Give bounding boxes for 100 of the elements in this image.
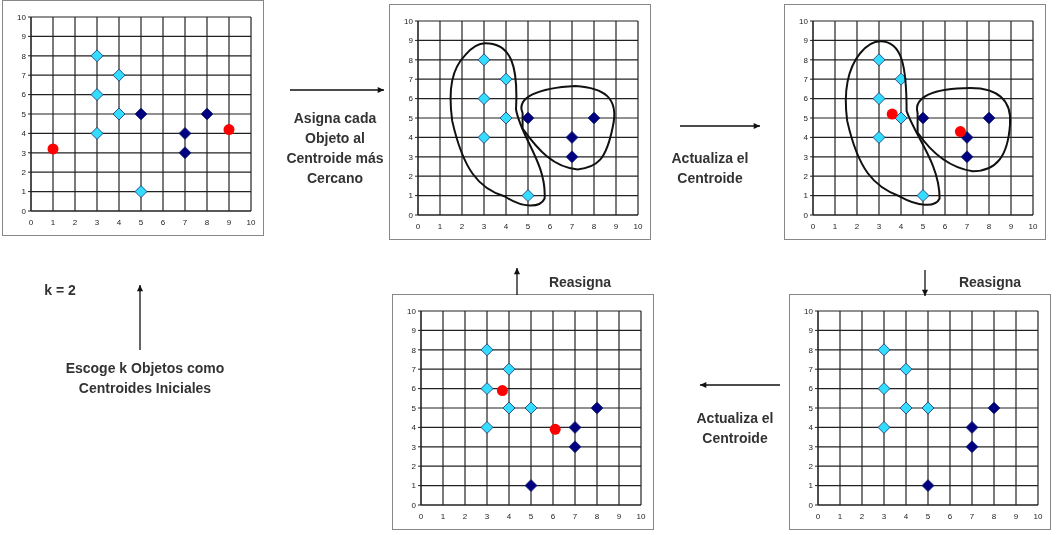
text: k = 2 — [43, 281, 77, 300]
x-tick-label: 7 — [182, 217, 188, 227]
x-tick-label: 1 — [837, 511, 843, 521]
x-tick-label: 8 — [991, 511, 997, 521]
x-tick-label: 9 — [1013, 511, 1019, 521]
y-tick-label: 1 — [21, 187, 27, 197]
x-tick-label: 6 — [947, 511, 953, 521]
x-tick-label: 6 — [547, 221, 553, 231]
point — [90, 88, 104, 101]
point — [587, 111, 601, 125]
point — [47, 143, 59, 155]
point — [565, 150, 579, 164]
y-tick-label: 5 — [803, 113, 809, 123]
point — [521, 111, 535, 125]
point — [112, 68, 126, 82]
x-tick-label: 5 — [528, 511, 534, 521]
point — [872, 92, 886, 105]
x-tick-label: 3 — [484, 511, 490, 521]
y-tick-label: 8 — [21, 51, 27, 61]
x-tick-label: 1 — [437, 221, 443, 231]
x-tick-label: 3 — [876, 221, 882, 231]
x-tick-label: 9 — [226, 217, 232, 227]
y-tick-label: 7 — [808, 365, 814, 375]
x-tick-label: 5 — [920, 221, 926, 231]
y-tick-label: 0 — [411, 500, 417, 510]
y-tick-label: 6 — [408, 94, 414, 104]
point — [921, 401, 935, 415]
y-tick-label: 5 — [21, 109, 27, 119]
x-tick-label: 2 — [462, 511, 468, 521]
x-tick-label: 7 — [572, 511, 578, 521]
text: Reasigna — [957, 273, 1023, 292]
point — [965, 440, 979, 454]
point — [502, 362, 516, 376]
x-tick-label: 10 — [636, 511, 646, 521]
y-tick-label: 4 — [408, 133, 414, 143]
x-tick-label: 9 — [1008, 221, 1014, 231]
x-tick-label: 1 — [440, 511, 446, 521]
y-tick-label: 7 — [408, 75, 414, 85]
point — [916, 111, 930, 125]
y-tick-label: 1 — [408, 191, 414, 201]
y-tick-label: 8 — [411, 345, 417, 355]
y-tick-label: 8 — [408, 55, 414, 65]
point — [954, 126, 966, 138]
x-tick-label: 2 — [459, 221, 465, 231]
y-tick-label: 6 — [21, 90, 27, 100]
point — [480, 421, 494, 434]
point — [499, 111, 513, 125]
x-tick-label: 4 — [506, 511, 512, 521]
y-tick-label: 4 — [21, 129, 27, 139]
y-tick-label: 2 — [803, 172, 809, 182]
point — [549, 423, 561, 435]
point — [480, 382, 494, 395]
point — [899, 362, 913, 376]
x-tick-label: 7 — [964, 221, 970, 231]
point — [477, 53, 491, 67]
point — [521, 189, 535, 202]
point — [921, 479, 935, 492]
x-tick-label: 6 — [550, 511, 556, 521]
y-tick-label: 10 — [407, 306, 417, 316]
text: Actualiza el Centroide — [695, 409, 775, 448]
y-tick-label: 5 — [408, 113, 414, 123]
y-tick-label: 4 — [803, 133, 809, 143]
x-tick-label: 7 — [569, 221, 575, 231]
x-tick-label: 2 — [859, 511, 865, 521]
x-tick-label: 5 — [925, 511, 931, 521]
x-tick-label: 6 — [160, 217, 166, 227]
point — [480, 343, 494, 357]
point — [524, 479, 538, 492]
x-tick-label: 8 — [594, 511, 600, 521]
text: Reasigna — [547, 273, 613, 292]
point — [565, 131, 579, 144]
y-tick-label: 3 — [408, 152, 414, 162]
point — [178, 146, 192, 160]
x-tick-label: 0 — [815, 511, 821, 521]
y-tick-label: 10 — [404, 16, 414, 26]
x-tick-label: 5 — [525, 221, 531, 231]
y-tick-label: 7 — [21, 71, 27, 81]
y-tick-label: 5 — [411, 403, 417, 413]
point — [886, 108, 898, 120]
point — [502, 401, 516, 415]
y-tick-label: 9 — [803, 36, 809, 46]
point — [134, 185, 148, 198]
y-tick-label: 3 — [21, 148, 27, 158]
x-tick-label: 2 — [72, 217, 78, 227]
y-tick-label: 8 — [808, 345, 814, 355]
point — [877, 343, 891, 357]
point — [872, 131, 886, 144]
point — [524, 401, 538, 415]
point — [982, 111, 996, 125]
point — [590, 401, 604, 415]
y-tick-label: 7 — [803, 75, 809, 85]
y-tick-label: 1 — [808, 481, 814, 491]
point — [496, 385, 508, 397]
point — [178, 127, 192, 140]
text: Asigna cada Objeto al Centroide más Cercano — [285, 109, 385, 188]
x-tick-label: 8 — [591, 221, 597, 231]
x-tick-label: 9 — [613, 221, 619, 231]
y-tick-label: 1 — [803, 191, 809, 201]
text: Escoge k Objetos como Centroides Iniciales — [64, 359, 226, 398]
point — [499, 72, 513, 86]
